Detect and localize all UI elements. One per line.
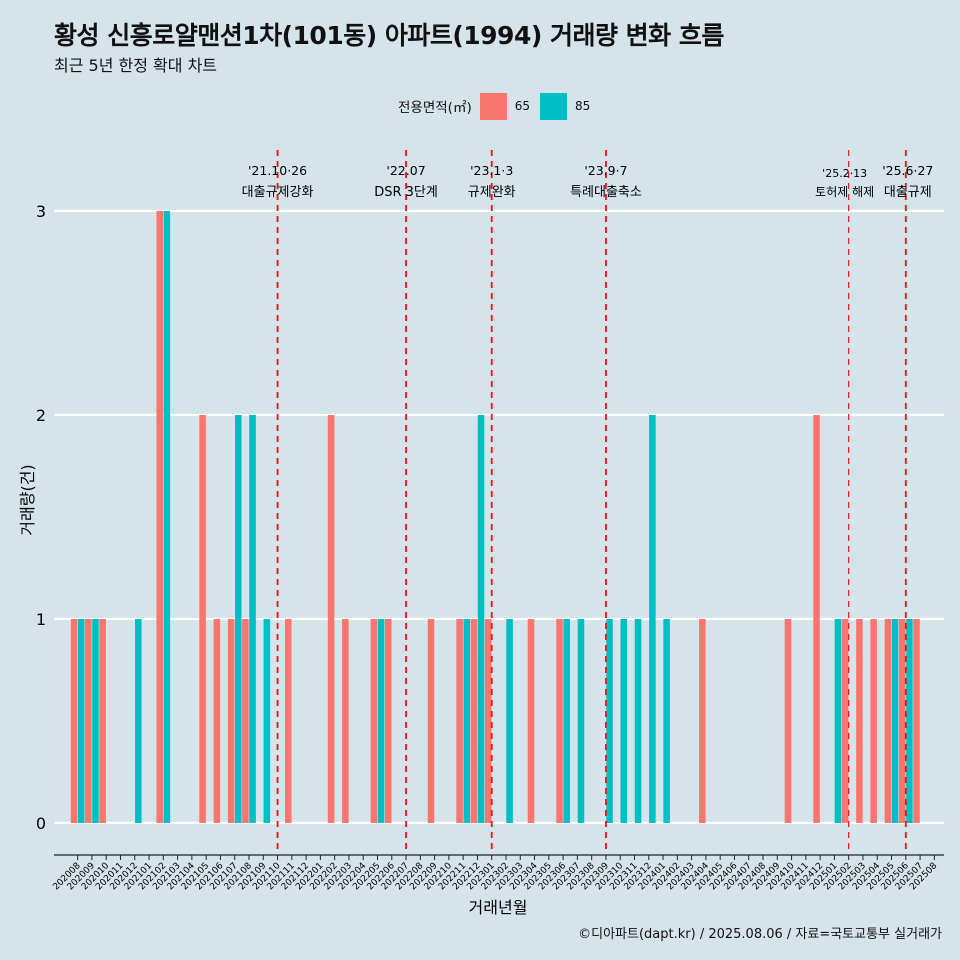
legend: 전용면적(㎡) 65 85 [398,92,600,120]
bar-65-202111 [284,619,292,823]
bar-65-202304 [527,619,535,823]
bar-65-202504 [870,619,877,823]
bar-65-202010 [99,619,106,823]
event-name-label: DSR 3단계 [374,185,438,200]
event-date-label: '25.6·27 [882,163,933,178]
legend-swatch-65 [479,92,507,120]
bar-65-202212 [470,619,478,823]
event-date-label: '23.9·7 [584,163,627,178]
event-name-label: 토허제 해제 [815,185,874,199]
y-tick-label: 1 [36,610,46,629]
y-tick-label: 3 [36,202,46,221]
y-tick-label: 0 [36,814,46,833]
y-axis-label: 거래량(건) [18,464,37,535]
y-axis: 0 1 2 3 [36,202,46,833]
bar-85-202309 [606,619,613,823]
bar-85-202102 [163,211,171,823]
bar-65-202306 [556,619,563,823]
bar-85-202008 [77,619,85,823]
event-date-label: '21.10·26 [248,163,307,178]
bar-65-202503 [856,619,863,823]
bar-65-202107 [227,619,235,823]
bar-85-202505 [891,619,899,823]
bar-65-202205 [370,619,378,823]
chart-title: 황성 신흥로얄맨션1차(101동) 아파트(1994) 거래량 변화 흐름 [54,21,724,50]
chart-subtitle: 최근 5년 한정 확대 차트 [54,56,218,75]
event-name-label: 규제완화 [468,185,516,200]
legend-title: 전용면적(㎡) [398,100,472,116]
event-date-label: '25.2·13 [822,167,867,180]
gridlines [54,209,944,825]
bar-85-202212 [477,415,485,823]
event-lines: '21.10·26 대출규제강화 '22.07 DSR 3단계 '23.1·3 규제완화 '… [242,150,933,853]
bar-85-202211 [463,619,471,823]
y-tick-label: 2 [36,406,46,425]
legend-swatch-85 [540,92,567,120]
bar-65-202009 [85,619,92,823]
bar-85-202310 [620,619,628,823]
legend-label-85: 85 [575,99,591,113]
bar-85-202306 [563,619,570,823]
bar-65-202412 [813,415,820,823]
bar-65-202202 [327,415,335,823]
bar-65-202506 [898,619,906,823]
bar-85-202107 [235,415,242,823]
bar-65-202507 [913,619,920,823]
source-caption: ©디아파트(dapt.kr) / 2025.08.06 / 자료=국토교통부 실… [578,927,942,942]
bar-65-202410 [784,619,792,823]
bar-65-202404 [699,619,706,823]
bar-85-202307 [577,619,585,823]
x-axis: 2020082020092020102020112020122021012021… [51,854,944,892]
bar-85-202501 [834,619,842,823]
bar-65-202106 [213,619,221,823]
event-date-label: '22.07 [386,163,425,178]
bar-65-202108 [242,619,249,823]
bars [70,211,920,823]
bar-85-202012 [135,619,142,823]
event-name-label: 대출규제 [884,185,932,200]
bar-85-202311 [634,619,642,823]
bar-85-202109 [263,619,271,823]
bar-65-202209 [427,619,435,823]
event-name-label: 대출규제강화 [242,185,314,200]
x-axis-label: 거래년월 [469,898,528,917]
bar-85-202009 [92,619,99,823]
bar-65-202203 [342,619,349,823]
bar-65-202505 [884,619,892,823]
bar-65-202206 [384,619,392,823]
bar-85-202506 [906,619,913,823]
event-name-label: 특례대출축소 [570,185,642,200]
bar-85-202108 [249,415,256,823]
bar-65-202102 [156,211,164,823]
bar-85-202302 [506,619,513,823]
bar-85-202205 [377,619,385,823]
event-date-label: '23.1·3 [470,163,513,178]
bar-65-202502 [841,619,849,823]
bar-65-202301 [484,619,492,823]
bar-65-202008 [70,619,78,823]
legend-label-65: 65 [514,99,530,113]
bar-85-202401 [663,619,670,823]
bar-65-202211 [456,619,463,823]
bar-65-202105 [199,415,206,823]
bar-85-202312 [649,415,656,823]
